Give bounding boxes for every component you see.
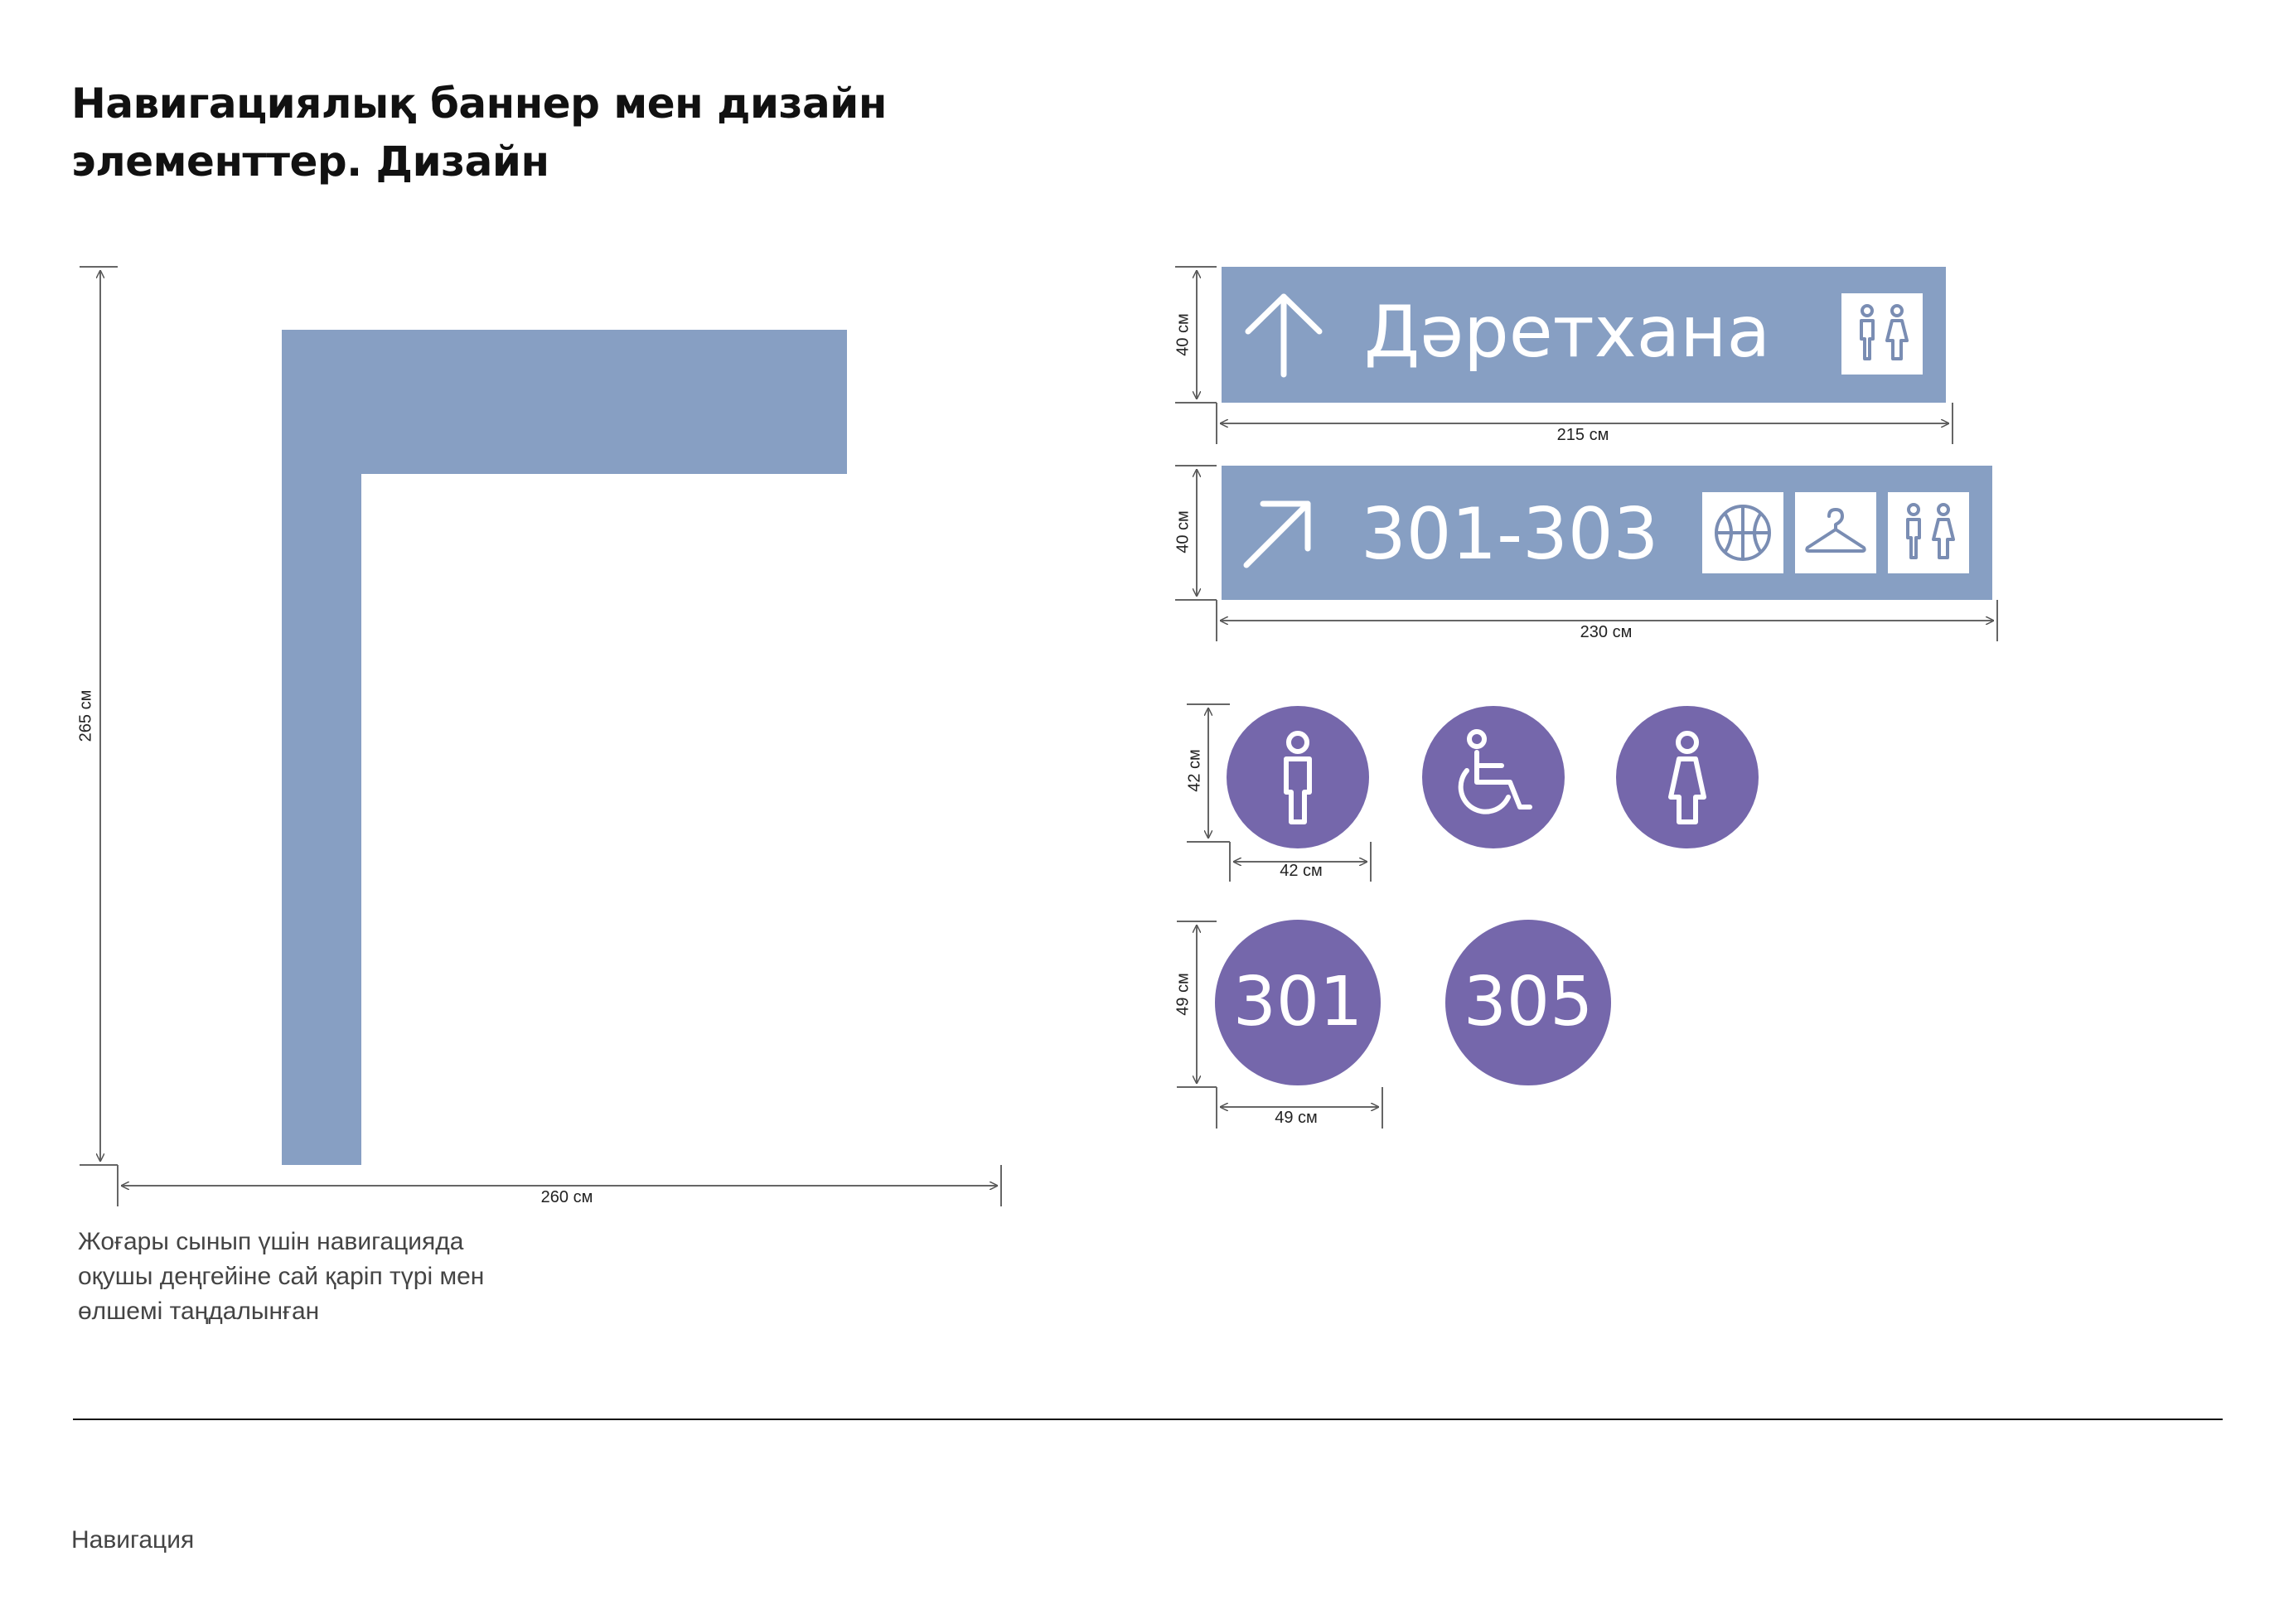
sign-toilet-restroom-tile: [1841, 293, 1923, 375]
caption-line-1: Жоғары сынып үшін навигацияда: [78, 1228, 464, 1255]
page-title: Навигациялық баннер мен дизайн элементте…: [71, 75, 983, 191]
sign-rooms-text: 301-303: [1361, 493, 1659, 576]
sign-rooms-height-label: 40 см: [1173, 510, 1193, 553]
pictogram-width-label: 42 см: [1280, 862, 1323, 880]
page-title-line-1: Навигациялық баннер мен дизайн: [71, 80, 887, 128]
room-plate-301: 301: [1215, 920, 1381, 1085]
sign-toilet: Дәретхана: [1222, 267, 1946, 403]
l-shaped-banner: [282, 330, 847, 1165]
pictogram-man: [1227, 706, 1369, 848]
woman-icon: [1668, 731, 1706, 824]
pictogram-height-label: 42 см: [1185, 749, 1204, 792]
sign-rooms-width-label: 230 см: [1580, 623, 1633, 641]
wheelchair-icon: [1458, 729, 1532, 814]
footer-label: Навигация: [71, 1526, 195, 1554]
sign-rooms: 301-303: [1222, 466, 1992, 600]
caption-line-2: оқушы деңгейіне сай қаріп түрі мен: [78, 1263, 485, 1290]
divider: [73, 1419, 2223, 1420]
arrow-up-right-icon: [1243, 500, 1311, 568]
caption-line-3: өлшемі таңдалынған: [78, 1298, 320, 1325]
restroom-icon: [1860, 304, 1909, 360]
room-plate-305-number: 305: [1463, 963, 1594, 1042]
arrow-up-icon: [1245, 293, 1323, 378]
room-plate-height-label: 49 см: [1173, 973, 1193, 1016]
restroom-icon: [1906, 503, 1955, 559]
sign-rooms-basketball-tile: [1702, 492, 1783, 573]
room-plate-301-number: 301: [1232, 963, 1363, 1042]
hanger-icon: [1805, 508, 1866, 553]
man-icon: [1284, 731, 1312, 824]
room-plate-305: 305: [1445, 920, 1611, 1085]
l-banner-height-label: 265 см: [76, 689, 95, 742]
l-banner-width-label: 260 см: [540, 1188, 593, 1206]
caption: Жоғары сынып үшін навигацияда оқушы деңг…: [78, 1225, 641, 1329]
sign-rooms-restroom-tile: [1888, 492, 1969, 573]
pictogram-wheelchair: [1422, 706, 1565, 848]
page-title-line-2: элементтер. Дизайн: [71, 138, 549, 186]
basketball-icon: [1715, 505, 1771, 561]
pictogram-woman: [1616, 706, 1759, 848]
sign-rooms-hanger-tile: [1795, 492, 1876, 573]
sign-toilet-width-label: 215 см: [1556, 426, 1609, 444]
sign-toilet-text: Дәретхана: [1364, 291, 1771, 374]
room-plate-width-label: 49 см: [1275, 1109, 1318, 1127]
sign-toilet-height-label: 40 см: [1173, 313, 1193, 356]
